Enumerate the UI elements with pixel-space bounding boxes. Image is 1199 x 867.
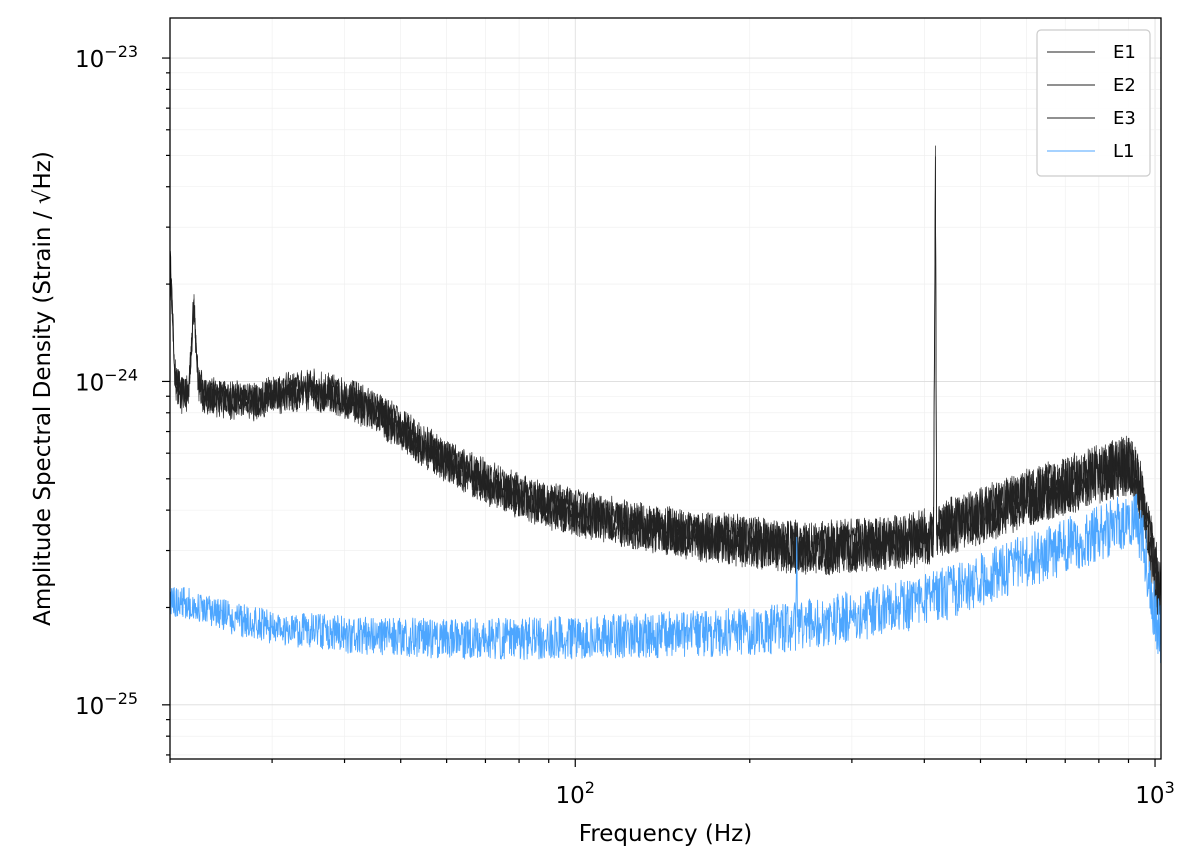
x-tick-label: 103 <box>1135 778 1174 809</box>
axes-frame <box>169 17 1162 760</box>
legend-label-e2: E2 <box>1113 75 1136 96</box>
plot-area <box>169 145 1162 664</box>
legend-label-e1: E1 <box>1113 42 1136 63</box>
legend-label-e3: E3 <box>1113 108 1136 129</box>
legend: E1 E2 E3 L1 <box>1036 29 1151 177</box>
x-axis-label: Frequency (Hz) <box>579 821 752 847</box>
series-line-l1 <box>169 493 1162 664</box>
series-line-e2 <box>169 145 1162 616</box>
y-tick-label: 10−25 <box>75 689 138 720</box>
legend-box <box>1036 29 1151 177</box>
x-tick-label: 102 <box>556 778 595 809</box>
series-line-e3 <box>169 156 1162 616</box>
y-axis-label: Amplitude Spectral Density (Strain / √Hz… <box>30 151 56 626</box>
y-tick-label: 10−24 <box>75 365 138 396</box>
legend-label-l1: L1 <box>1113 141 1134 162</box>
ticks: 102 103 10−25 10−24 10−23 <box>75 42 1175 809</box>
y-tick-label: 10−23 <box>75 42 138 73</box>
